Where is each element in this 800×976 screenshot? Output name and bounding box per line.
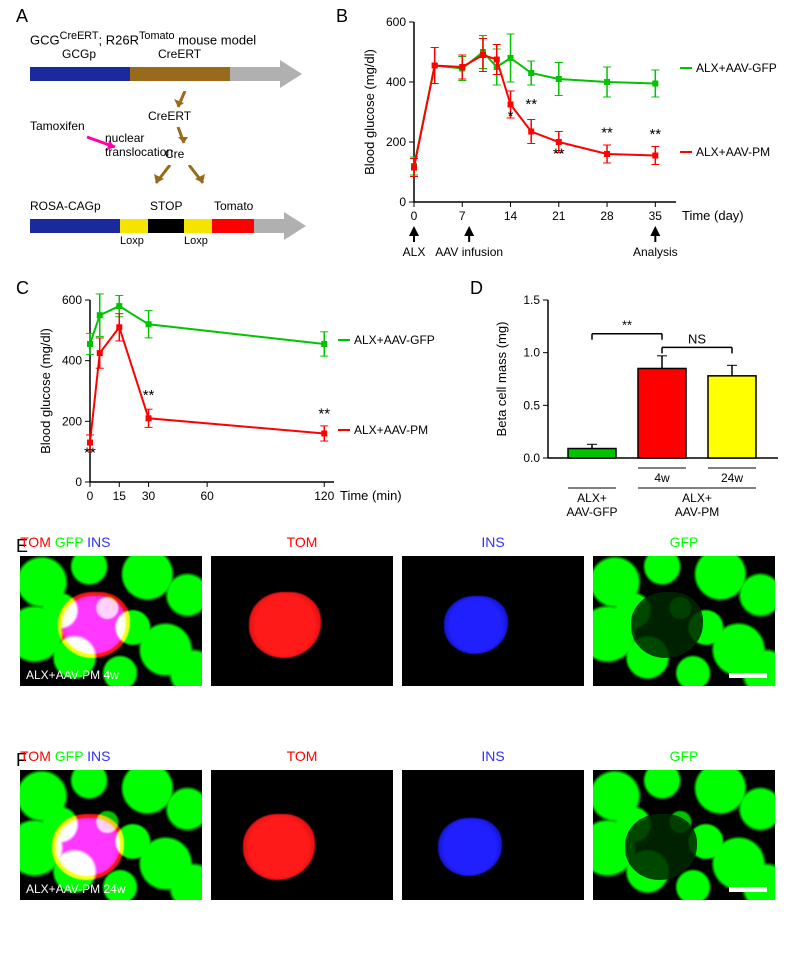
svg-text:Time (min): Time (min) bbox=[340, 488, 402, 503]
svg-text:**: ** bbox=[143, 387, 155, 404]
svg-text:Analysis: Analysis bbox=[633, 245, 678, 259]
svg-text:24w: 24w bbox=[721, 471, 743, 485]
panel-label-D: D bbox=[470, 278, 483, 299]
bar2-seg3 bbox=[148, 219, 184, 233]
microscopy-image: TOM bbox=[211, 556, 393, 686]
bar2-seg1-label: ROSA-CAGp bbox=[30, 199, 101, 213]
svg-text:7: 7 bbox=[459, 209, 466, 223]
svg-text:ALX+AAV-PM: ALX+AAV-PM bbox=[354, 423, 428, 437]
panel-A-title: GCGCreERT; R26RTomato mouse model bbox=[30, 30, 320, 47]
microscopy-image: GFP bbox=[593, 556, 775, 686]
bar1-tail bbox=[230, 67, 280, 81]
svg-text:ALX+AAV-PM: ALX+AAV-PM bbox=[696, 145, 770, 159]
bar1-seg1-label: GCGp bbox=[62, 47, 96, 61]
microscopy-image: TOM GFP INS ALX+AAV-PM 24w bbox=[20, 770, 202, 900]
svg-text:**: ** bbox=[622, 318, 632, 333]
svg-text:1.5: 1.5 bbox=[523, 293, 540, 307]
microscopy-image: TOM GFP INS ALX+AAV-PM 4w bbox=[20, 556, 202, 686]
svg-text:15: 15 bbox=[113, 489, 127, 503]
svg-text:Time (day): Time (day) bbox=[682, 208, 744, 223]
bar2-loxp1-label: Loxp bbox=[120, 235, 144, 247]
svg-text:28: 28 bbox=[600, 209, 614, 223]
svg-text:21: 21 bbox=[552, 209, 566, 223]
svg-text:400: 400 bbox=[386, 75, 406, 89]
microscopy-image: TOM bbox=[211, 770, 393, 900]
panel-label-C: C bbox=[16, 278, 29, 299]
bar2-seg4 bbox=[184, 219, 212, 233]
svg-text:120: 120 bbox=[314, 489, 334, 503]
panel-D-chart: 0.0 0.5 1.0 1.5 Beta cell mass (mg) 4w 24w ALX+… bbox=[488, 290, 788, 530]
svg-text:**: ** bbox=[525, 96, 537, 113]
bar2-seg5 bbox=[212, 219, 254, 233]
arrow-4 bbox=[185, 165, 213, 189]
bar2-seg2 bbox=[120, 219, 148, 233]
svg-text:35: 35 bbox=[649, 209, 663, 223]
svg-text:**: ** bbox=[318, 405, 330, 422]
svg-text:200: 200 bbox=[62, 414, 82, 428]
svg-text:600: 600 bbox=[62, 293, 82, 307]
bar2-loxp2-label: Loxp bbox=[184, 235, 208, 247]
arrow-3 bbox=[150, 165, 178, 189]
panel-label-B: B bbox=[336, 6, 348, 27]
panel-A-bar2: ROSA-CAGp STOP Tomato Loxp Loxp bbox=[30, 215, 320, 237]
svg-text:0: 0 bbox=[411, 209, 418, 223]
svg-text:60: 60 bbox=[200, 489, 214, 503]
svg-text:0: 0 bbox=[87, 489, 94, 503]
svg-text:ALX+AAV-GFP: ALX+AAV-GFP bbox=[354, 333, 435, 347]
svg-text:Beta cell mass (mg): Beta cell mass (mg) bbox=[494, 322, 509, 437]
svg-text:ALX: ALX bbox=[403, 245, 426, 259]
tamoxifen-label: Tamoxifen bbox=[30, 119, 85, 133]
svg-text:30: 30 bbox=[142, 489, 156, 503]
bar1-seg1 bbox=[30, 67, 130, 81]
bar1-arrowhead bbox=[280, 60, 302, 88]
svg-text:ALX+AAV-GFP: ALX+AAV-GFP bbox=[696, 61, 777, 75]
svg-text:Blood glucose (mg/dl): Blood glucose (mg/dl) bbox=[38, 328, 53, 454]
panel-B-chart: 0 200 400 600 0 7 14 21 28 35 Blood glucose (mg/dl… bbox=[356, 12, 786, 272]
svg-text:0: 0 bbox=[75, 475, 82, 489]
bar2-tail bbox=[254, 219, 284, 233]
panel-F-row: TOM GFP INS ALX+AAV-PM 24wTOM INS GFP bbox=[20, 770, 780, 920]
bar1-seg2-label: CreERT bbox=[158, 47, 201, 61]
svg-text:400: 400 bbox=[62, 354, 82, 368]
bar2-seg5-label: Tomato bbox=[214, 199, 253, 213]
svg-text:200: 200 bbox=[386, 135, 406, 149]
svg-text:**: ** bbox=[601, 125, 613, 142]
panel-A-mid: Tamoxifen CreERT nuclear translocation C… bbox=[30, 91, 320, 201]
panel-C-chart: 0 200 400 600 0 15 30 60 120 Blood glucose (mg/dl… bbox=[32, 290, 452, 520]
svg-text:600: 600 bbox=[386, 15, 406, 29]
svg-text:0.5: 0.5 bbox=[523, 398, 540, 412]
svg-text:4w: 4w bbox=[654, 471, 670, 485]
svg-text:NS: NS bbox=[688, 331, 706, 346]
nuclear-trans-label: nuclear translocation bbox=[105, 131, 173, 159]
cre-label: Cre bbox=[165, 147, 184, 161]
creert-label: CreERT bbox=[148, 109, 191, 123]
microscopy-image: INS bbox=[402, 556, 584, 686]
arrow-2 bbox=[170, 127, 200, 149]
microscopy-image: GFP bbox=[593, 770, 775, 900]
svg-text:1.0: 1.0 bbox=[523, 346, 540, 360]
svg-text:ALX+: ALX+ bbox=[682, 491, 712, 505]
svg-text:0.0: 0.0 bbox=[523, 451, 540, 465]
svg-text:AAV-PM: AAV-PM bbox=[675, 505, 719, 519]
panel-E-row: TOM GFP INS ALX+AAV-PM 4wTOM INS GFP bbox=[20, 556, 780, 706]
svg-text:**: ** bbox=[649, 126, 661, 143]
svg-text:*: * bbox=[508, 108, 514, 125]
svg-text:**: ** bbox=[84, 445, 96, 462]
svg-text:Blood glucose (mg/dl): Blood glucose (mg/dl) bbox=[362, 49, 377, 175]
microscopy-image: INS bbox=[402, 770, 584, 900]
bar2-seg1 bbox=[30, 219, 120, 233]
panel-A: GCGCreERT; R26RTomato mouse model GCGp C… bbox=[30, 30, 320, 243]
panel-A-bar1: GCGp CreERT bbox=[30, 63, 320, 85]
svg-text:**: ** bbox=[553, 146, 565, 163]
svg-text:14: 14 bbox=[504, 209, 518, 223]
bar2-arrowhead bbox=[284, 212, 306, 240]
svg-text:AAV infusion: AAV infusion bbox=[435, 245, 503, 259]
panel-label-A: A bbox=[16, 6, 28, 27]
bar1-seg2 bbox=[130, 67, 230, 81]
svg-text:0: 0 bbox=[399, 195, 406, 209]
bar2-seg3-label: STOP bbox=[150, 199, 182, 213]
svg-text:AAV-GFP: AAV-GFP bbox=[566, 505, 617, 519]
svg-text:ALX+: ALX+ bbox=[577, 491, 607, 505]
